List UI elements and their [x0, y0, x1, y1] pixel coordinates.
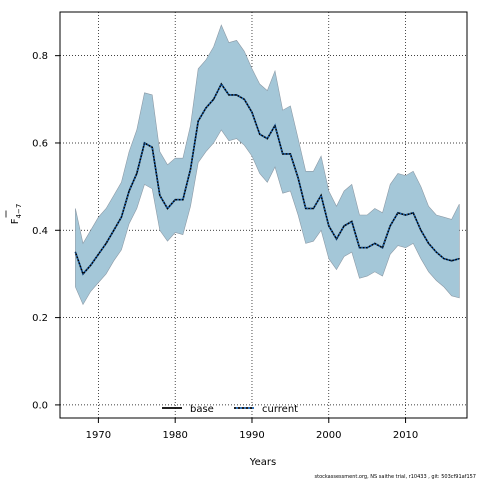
data-point: [382, 247, 384, 249]
legend-base-label: base: [190, 404, 214, 415]
data-point: [389, 225, 391, 227]
x-tick-label: 2000: [316, 430, 341, 441]
y-tick-label: 0.2: [32, 313, 48, 324]
data-point: [366, 247, 368, 249]
credit-text: stockassessment.org, NS saithe trial, r1…: [315, 474, 477, 480]
data-point: [97, 253, 99, 255]
data-point: [320, 194, 322, 196]
data-point: [412, 212, 414, 214]
data-point: [428, 242, 430, 244]
data-point: [182, 199, 184, 201]
data-point: [151, 146, 153, 148]
y-axis: 0.0 0.2 0.4 0.6 0.8: [32, 51, 60, 411]
data-point: [159, 194, 161, 196]
data-point: [328, 225, 330, 227]
data-point: [174, 199, 176, 201]
y-tick-label: 0.4: [32, 226, 48, 237]
data-point: [136, 173, 138, 175]
x-tick-label: 1990: [239, 430, 264, 441]
data-point: [167, 207, 169, 209]
data-point: [451, 260, 453, 262]
data-point: [289, 153, 291, 155]
x-tick-label: 1980: [162, 430, 187, 441]
data-point: [228, 94, 230, 96]
data-point: [143, 142, 145, 144]
data-point: [213, 98, 215, 100]
data-point: [351, 221, 353, 223]
data-point: [312, 207, 314, 209]
data-point: [397, 212, 399, 214]
data-point: [335, 238, 337, 240]
data-point: [282, 153, 284, 155]
data-point: [274, 125, 276, 127]
data-points: [74, 83, 460, 275]
data-point: [105, 242, 107, 244]
data-point: [197, 120, 199, 122]
data-point: [220, 83, 222, 85]
data-point: [251, 111, 253, 113]
data-point: [120, 216, 122, 218]
data-point: [266, 138, 268, 140]
data-point: [90, 264, 92, 266]
data-point: [458, 258, 460, 260]
data-point: [420, 229, 422, 231]
data-point: [236, 94, 238, 96]
y-axis-title: F4−7: [5, 204, 23, 225]
x-axis-title: Years: [249, 457, 276, 468]
x-tick-label: 1970: [86, 430, 111, 441]
y-tick-label: 0.6: [32, 138, 48, 149]
data-point: [405, 214, 407, 216]
x-tick-label: 2010: [393, 430, 418, 441]
y-tick-label: 0.0: [32, 400, 48, 411]
data-point: [297, 177, 299, 179]
data-point: [74, 251, 76, 253]
data-point: [358, 247, 360, 249]
x-axis: 1970 1980 1990 2000 2010: [86, 418, 418, 441]
plot-frame: [59, 11, 468, 419]
confidence-band: [75, 24, 460, 306]
data-point: [435, 251, 437, 253]
data-point: [190, 168, 192, 170]
data-point: [259, 133, 261, 135]
legend: base current: [162, 404, 298, 415]
data-point: [128, 190, 130, 192]
svg-text:F4−7: F4−7: [10, 204, 23, 225]
data-point: [443, 258, 445, 260]
data-point: [113, 229, 115, 231]
data-point: [205, 107, 207, 109]
y-axis-title-subscript: 4−7: [15, 204, 23, 219]
data-point: [374, 242, 376, 244]
y-axis-title-main: F: [10, 218, 21, 224]
data-point: [82, 273, 84, 275]
data-point: [343, 225, 345, 227]
legend-current-label: current: [262, 404, 298, 415]
data-point: [243, 98, 245, 100]
y-tick-label: 0.8: [32, 51, 48, 62]
data-point: [305, 207, 307, 209]
current-series-line: [74, 82, 460, 276]
